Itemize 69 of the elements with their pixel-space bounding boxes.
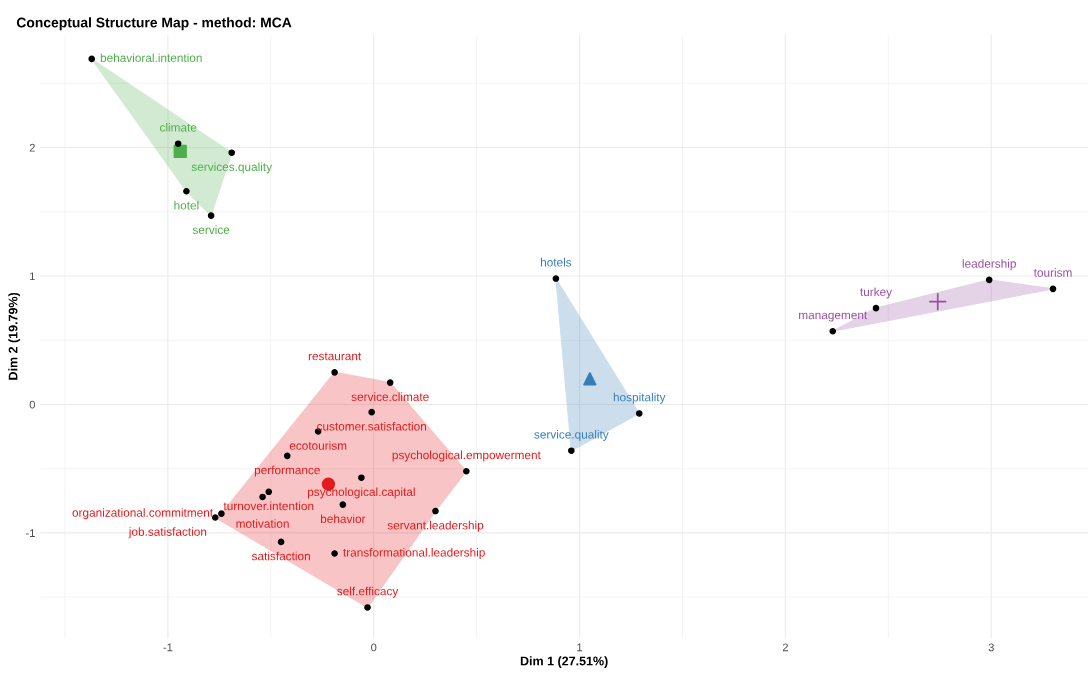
data-label: climate — [159, 122, 197, 132]
point — [331, 550, 338, 557]
point — [265, 488, 273, 496]
data-label: management — [799, 311, 868, 322]
point — [829, 327, 837, 335]
point — [463, 467, 470, 475]
data-label: organizational.commitment — [72, 508, 213, 520]
point — [173, 144, 187, 159]
point — [207, 212, 215, 219]
x-axis-title: Dim 1 (27.51%) — [520, 656, 608, 668]
data-label: hotels — [540, 257, 572, 267]
data-label: psychological.capital — [308, 487, 415, 499]
data-label: performance — [254, 465, 320, 477]
point — [985, 276, 993, 284]
y-tick-label: 2 — [29, 143, 35, 152]
point — [872, 304, 880, 312]
data-label: turnover.intention — [223, 501, 314, 511]
data-label: turkey — [860, 287, 893, 299]
point — [432, 507, 439, 515]
data-label: job.satisfaction — [128, 527, 207, 539]
point — [552, 275, 560, 282]
point — [88, 55, 96, 63]
point — [339, 501, 347, 508]
data-label: customer.satisfaction — [317, 421, 427, 431]
point — [635, 410, 643, 417]
data-label: leadership — [962, 259, 1016, 271]
y-tick-label: -1 — [26, 529, 35, 537]
data-label: hotel — [174, 200, 199, 210]
point — [364, 604, 371, 611]
data-label: service.climate — [351, 392, 429, 402]
data-label: tourism — [1033, 268, 1072, 277]
point — [183, 187, 190, 195]
data-label: motivation — [236, 519, 289, 528]
data-label: transformational.leadership — [343, 547, 485, 559]
data-label: behavior — [320, 514, 366, 524]
y-tick-label: 1 — [30, 272, 35, 281]
data-label: psychological.empowerment — [392, 450, 541, 462]
x-tick-label: -1 — [163, 643, 173, 652]
data-label: service.quality — [534, 429, 609, 441]
point — [368, 408, 375, 416]
point — [583, 372, 597, 386]
point — [568, 447, 575, 454]
data-label: hospitality — [613, 392, 666, 404]
data-label: service — [192, 225, 230, 235]
point — [331, 369, 338, 376]
data-label: behavioral.intention — [100, 53, 202, 63]
data-label: restaurant — [308, 352, 362, 361]
point — [218, 510, 225, 517]
point — [386, 379, 394, 386]
x-tick-label: 1 — [577, 643, 583, 652]
point — [277, 538, 285, 546]
point — [1049, 285, 1057, 293]
x-tick-label: 3 — [988, 643, 994, 652]
point — [928, 292, 948, 312]
chart-title: Conceptual Structure Map - method: MCA — [16, 17, 292, 31]
point — [174, 140, 182, 147]
y-tick-label: 0 — [29, 400, 35, 409]
data-label: self.efficacy — [337, 586, 399, 598]
x-tick-label: 2 — [782, 643, 788, 652]
y-axis-title: Dim 2 (19.79%) — [8, 292, 20, 380]
data-label: services.quality — [191, 162, 273, 174]
point — [228, 149, 235, 156]
data-label: ecotourism — [289, 441, 347, 450]
data-label: satisfaction — [251, 551, 310, 561]
x-tick-label: 0 — [371, 643, 377, 652]
point — [358, 474, 365, 481]
point — [283, 452, 291, 460]
point — [259, 493, 266, 501]
data-label: servant.leadership — [387, 520, 484, 532]
